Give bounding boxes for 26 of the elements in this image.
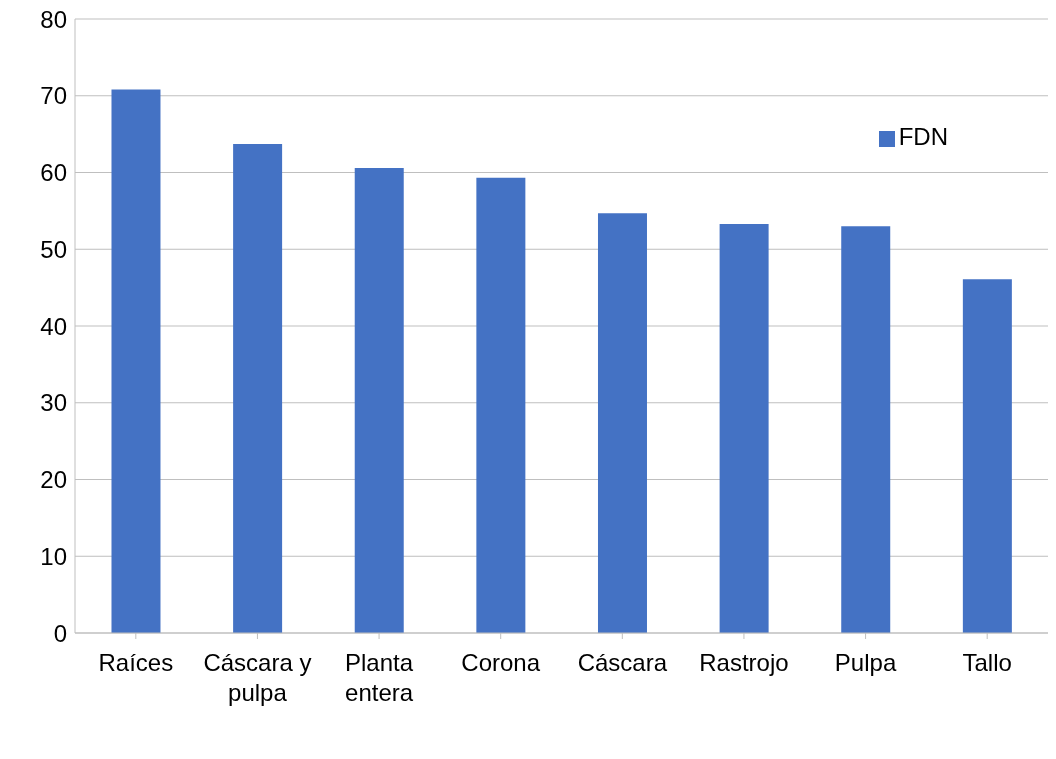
y-tick-label: 70: [40, 82, 67, 110]
y-tick-label: 20: [40, 466, 67, 494]
bar: [354, 167, 404, 633]
legend-label: FDN: [898, 123, 948, 150]
bar: [841, 226, 891, 633]
y-tick-label: 50: [40, 235, 67, 263]
bar: [597, 213, 647, 633]
y-tick-label: 30: [40, 389, 67, 417]
bar: [233, 144, 283, 633]
bar: [111, 89, 161, 633]
x-tick-label: Pulpa: [834, 649, 897, 676]
y-tick-label: 0: [53, 619, 67, 647]
y-tick-label: 10: [40, 542, 67, 570]
y-tick-label: 40: [40, 312, 67, 340]
x-tick-label: Planta entera: [345, 649, 414, 706]
x-tick-label: Rastrojo: [699, 649, 789, 676]
bar: [962, 279, 1012, 633]
y-tick-label: 60: [40, 159, 67, 187]
x-tick-label: Raíces: [98, 649, 174, 676]
x-tick-label: Tallo: [962, 649, 1012, 676]
bar: [719, 223, 769, 633]
x-tick-label: Corona: [461, 649, 541, 676]
bar: [476, 177, 526, 633]
y-tick-label: 80: [40, 5, 67, 33]
x-tick-label: Cáscara y pulpa: [203, 649, 312, 706]
x-tick-label: Cáscara: [577, 649, 668, 676]
